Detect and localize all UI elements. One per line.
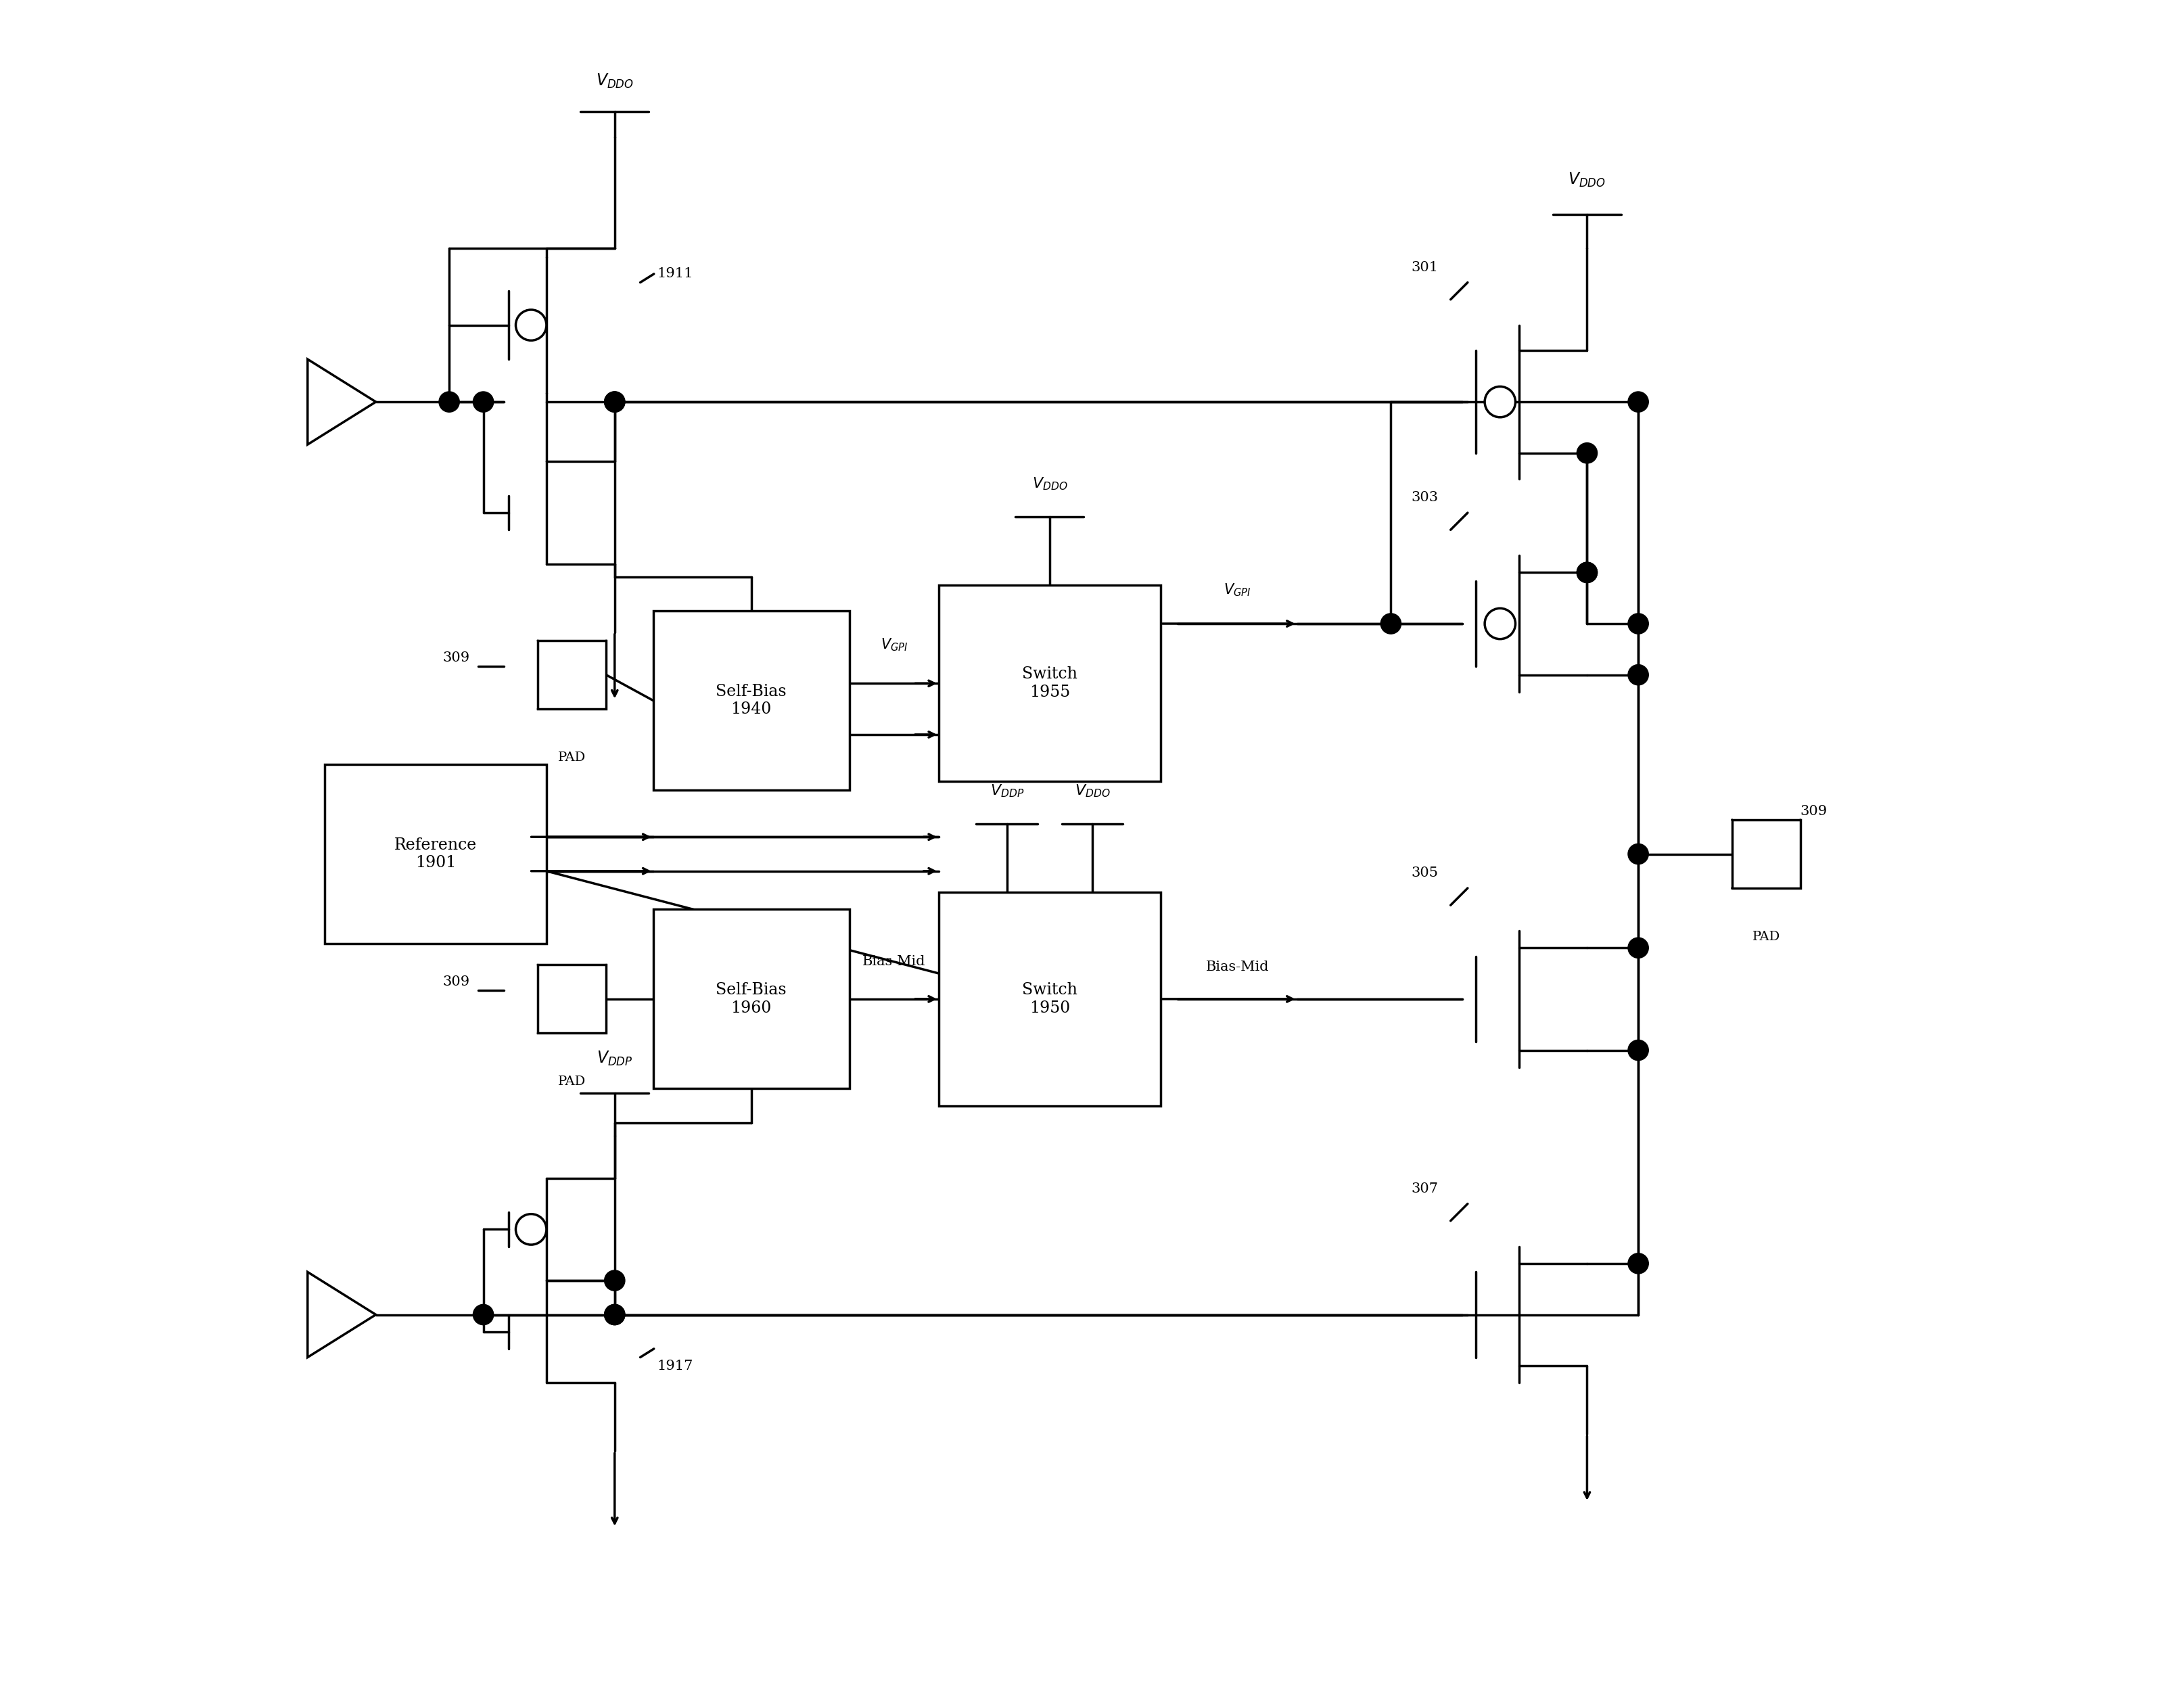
Text: $V_{GPI}$: $V_{GPI}$ bbox=[880, 637, 906, 652]
Text: Switch
1950: Switch 1950 bbox=[1022, 982, 1077, 1016]
Circle shape bbox=[1627, 391, 1649, 412]
Circle shape bbox=[1577, 562, 1597, 582]
Circle shape bbox=[515, 309, 546, 340]
Circle shape bbox=[605, 1305, 625, 1325]
Text: 1917: 1917 bbox=[657, 1360, 692, 1372]
Text: Self-Bias
1960: Self-Bias 1960 bbox=[716, 982, 786, 1016]
Circle shape bbox=[1577, 442, 1597, 463]
Text: Reference
1901: Reference 1901 bbox=[393, 837, 476, 871]
Text: $V_{DDO}$: $V_{DDO}$ bbox=[1031, 475, 1068, 492]
Text: Bias-Mid: Bias-Mid bbox=[1206, 960, 1269, 974]
Bar bbox=[537, 640, 605, 709]
FancyBboxPatch shape bbox=[653, 611, 850, 791]
Text: $V_{DDO}$: $V_{DDO}$ bbox=[1075, 782, 1109, 799]
Circle shape bbox=[605, 1271, 625, 1291]
Circle shape bbox=[474, 1305, 494, 1325]
Circle shape bbox=[1627, 1040, 1649, 1061]
Circle shape bbox=[439, 391, 459, 412]
Text: 1911: 1911 bbox=[657, 268, 692, 280]
Circle shape bbox=[474, 391, 494, 412]
Text: $V_{GPI}$: $V_{GPI}$ bbox=[1223, 582, 1251, 598]
Circle shape bbox=[1577, 562, 1597, 582]
Bar bbox=[1732, 820, 1800, 888]
Text: 303: 303 bbox=[1411, 492, 1437, 504]
Circle shape bbox=[515, 1214, 546, 1245]
Circle shape bbox=[605, 1305, 625, 1325]
Text: 307: 307 bbox=[1411, 1182, 1437, 1196]
Text: 305: 305 bbox=[1411, 866, 1437, 880]
Circle shape bbox=[1627, 844, 1649, 864]
Circle shape bbox=[605, 391, 625, 412]
Circle shape bbox=[1380, 613, 1400, 634]
Circle shape bbox=[1627, 938, 1649, 958]
Circle shape bbox=[605, 391, 625, 412]
FancyBboxPatch shape bbox=[653, 909, 850, 1088]
Circle shape bbox=[1485, 386, 1516, 417]
Circle shape bbox=[1485, 608, 1516, 639]
Circle shape bbox=[1627, 664, 1649, 685]
Text: 309: 309 bbox=[443, 975, 470, 989]
Text: $V_{DDO}$: $V_{DDO}$ bbox=[596, 72, 633, 89]
Text: PAD: PAD bbox=[557, 752, 585, 763]
Text: Self-Bias
1940: Self-Bias 1940 bbox=[716, 683, 786, 717]
Text: 301: 301 bbox=[1411, 261, 1437, 273]
Text: Bias-Mid: Bias-Mid bbox=[863, 955, 926, 968]
Text: $V_{DDO}$: $V_{DDO}$ bbox=[1568, 171, 1605, 188]
Text: $V_{DDP}$: $V_{DDP}$ bbox=[989, 782, 1024, 799]
Text: PAD: PAD bbox=[557, 1076, 585, 1088]
Circle shape bbox=[1627, 613, 1649, 634]
Text: $V_{DDP}$: $V_{DDP}$ bbox=[596, 1049, 633, 1068]
Bar bbox=[537, 965, 605, 1033]
FancyBboxPatch shape bbox=[325, 765, 546, 943]
Text: 309: 309 bbox=[1800, 804, 1826, 818]
FancyBboxPatch shape bbox=[939, 586, 1160, 782]
Text: PAD: PAD bbox=[1752, 931, 1780, 943]
Text: 309: 309 bbox=[443, 651, 470, 664]
FancyBboxPatch shape bbox=[939, 892, 1160, 1105]
Circle shape bbox=[1627, 1254, 1649, 1274]
Text: Switch
1955: Switch 1955 bbox=[1022, 666, 1077, 700]
